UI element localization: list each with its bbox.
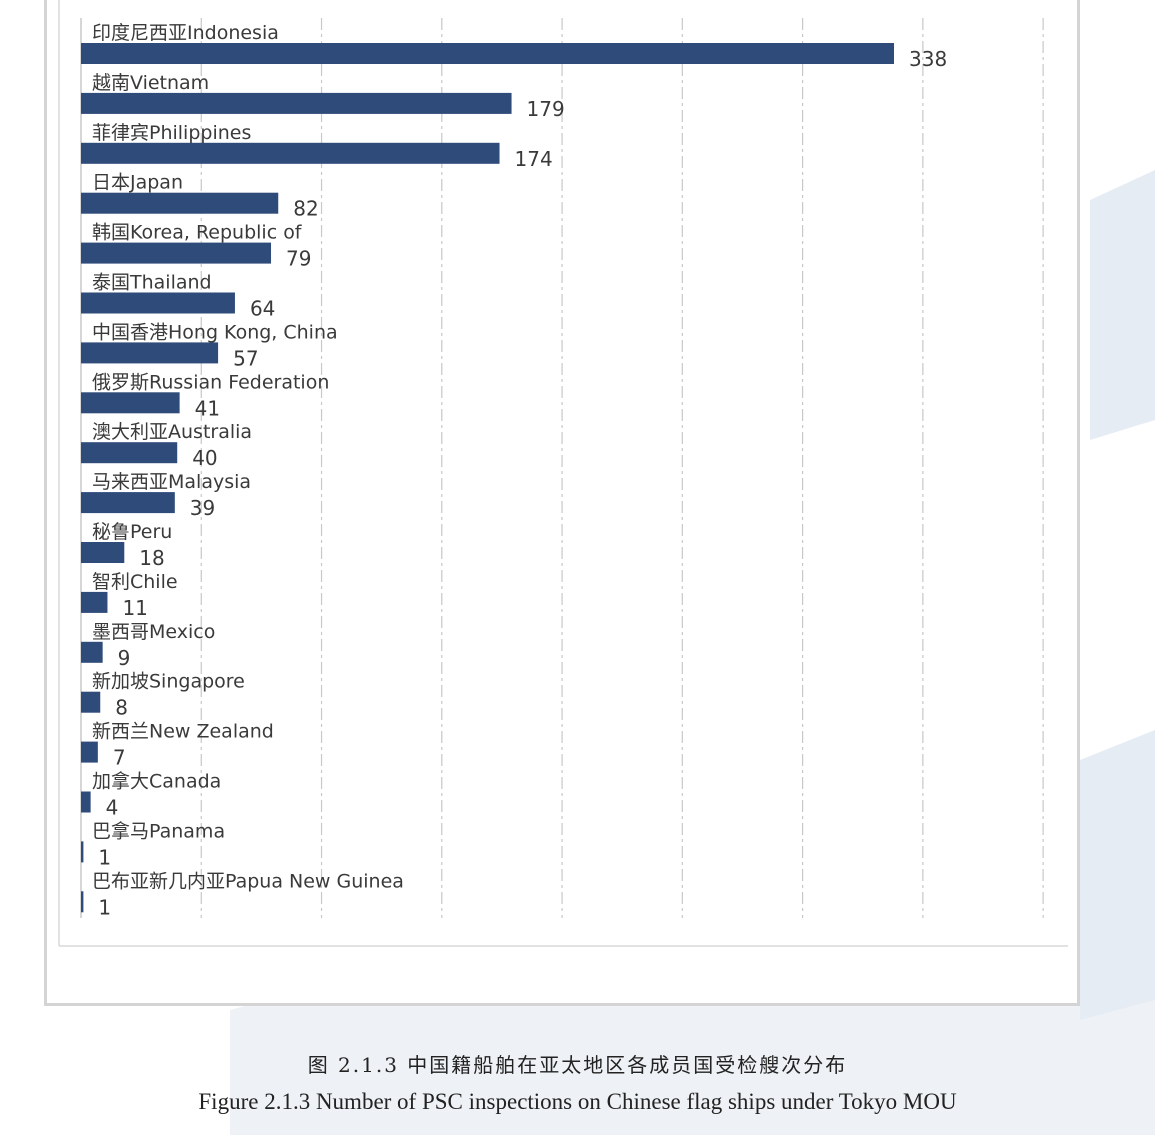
value-label-11: 18: [139, 546, 164, 570]
bar-5: [81, 242, 272, 264]
value-label-9: 40: [192, 446, 217, 470]
value-label-14: 8: [115, 696, 128, 720]
bar-13: [81, 641, 103, 663]
bar-1: [81, 43, 894, 64]
value-label-16: 4: [106, 796, 119, 820]
value-label-15: 7: [113, 746, 126, 770]
value-label-2: 179: [527, 97, 565, 121]
bar-12: [81, 591, 108, 613]
category-label-6: 泰国Thailand: [92, 272, 212, 294]
category-label-17: 巴拿马Panama: [92, 819, 225, 842]
value-label-6: 64: [250, 297, 275, 321]
bar-7: [81, 342, 219, 364]
category-label-2: 越南Vietnam: [92, 72, 209, 94]
value-label-18: 1: [98, 895, 111, 919]
category-label-14: 新加坡Singapore: [92, 671, 245, 693]
category-label-7: 中国香港Hong Kong, China: [92, 321, 338, 343]
category-label-1: 印度尼西亚Indonesia: [92, 22, 279, 44]
labels: 印度尼西亚Indonesia338越南Vietnam179菲律宾Philippi…: [92, 22, 947, 919]
bar-10: [81, 492, 175, 514]
bar-17: [81, 841, 84, 863]
value-label-17: 1: [98, 845, 111, 869]
value-label-1: 338: [909, 47, 947, 71]
category-label-3: 菲律宾Philippines: [92, 122, 251, 144]
bar-8: [81, 392, 180, 414]
category-label-18: 巴布亚新几内亚Papua New Guinea: [92, 870, 404, 892]
category-label-12: 智利Chile: [92, 571, 178, 593]
bar-9: [81, 442, 178, 464]
figure-caption: 图 2.1.3 中国籍船舶在亚太地区各成员国受检艘次分布 Figure 2.1.…: [0, 1048, 1155, 1122]
category-label-9: 澳大利亚Australia: [92, 421, 252, 443]
value-label-12: 11: [122, 596, 147, 620]
category-label-15: 新西兰New Zealand: [92, 721, 274, 743]
category-label-5: 韩国Korea, Republic of: [92, 222, 303, 244]
grid-lines: [58, 0, 1068, 947]
background-stripe-lower: [1080, 730, 1155, 1020]
value-label-3: 174: [515, 147, 553, 171]
caption-english: Figure 2.1.3 Number of PSC inspections o…: [198, 1089, 957, 1114]
background-stripe-upper: [1090, 170, 1155, 440]
bar-11: [81, 542, 125, 563]
value-label-13: 9: [118, 646, 131, 670]
category-label-4: 日本Japan: [92, 172, 183, 194]
bar-18: [81, 891, 84, 913]
bars: [81, 43, 894, 913]
category-label-11: 秘鲁Peru: [92, 521, 172, 543]
value-label-10: 39: [190, 496, 215, 520]
value-label-4: 82: [293, 197, 318, 221]
bar-15: [81, 741, 98, 763]
bar-4: [81, 192, 279, 214]
bar-6: [81, 292, 235, 314]
bar-3: [81, 142, 500, 164]
category-label-16: 加拿大Canada: [92, 770, 221, 793]
category-label-13: 墨西哥Mexico: [92, 621, 215, 643]
bar-16: [81, 791, 91, 813]
value-label-7: 57: [233, 346, 258, 370]
value-label-5: 79: [286, 247, 311, 271]
value-label-8: 41: [195, 396, 220, 420]
category-label-8: 俄罗斯Russian Federation: [92, 371, 329, 393]
category-label-10: 马来西亚Malaysia: [92, 471, 251, 493]
bar-2: [81, 92, 512, 114]
caption-chinese: 图 2.1.3 中国籍船舶在亚太地区各成员国受检艘次分布: [307, 1053, 848, 1077]
bar-14: [81, 691, 101, 713]
